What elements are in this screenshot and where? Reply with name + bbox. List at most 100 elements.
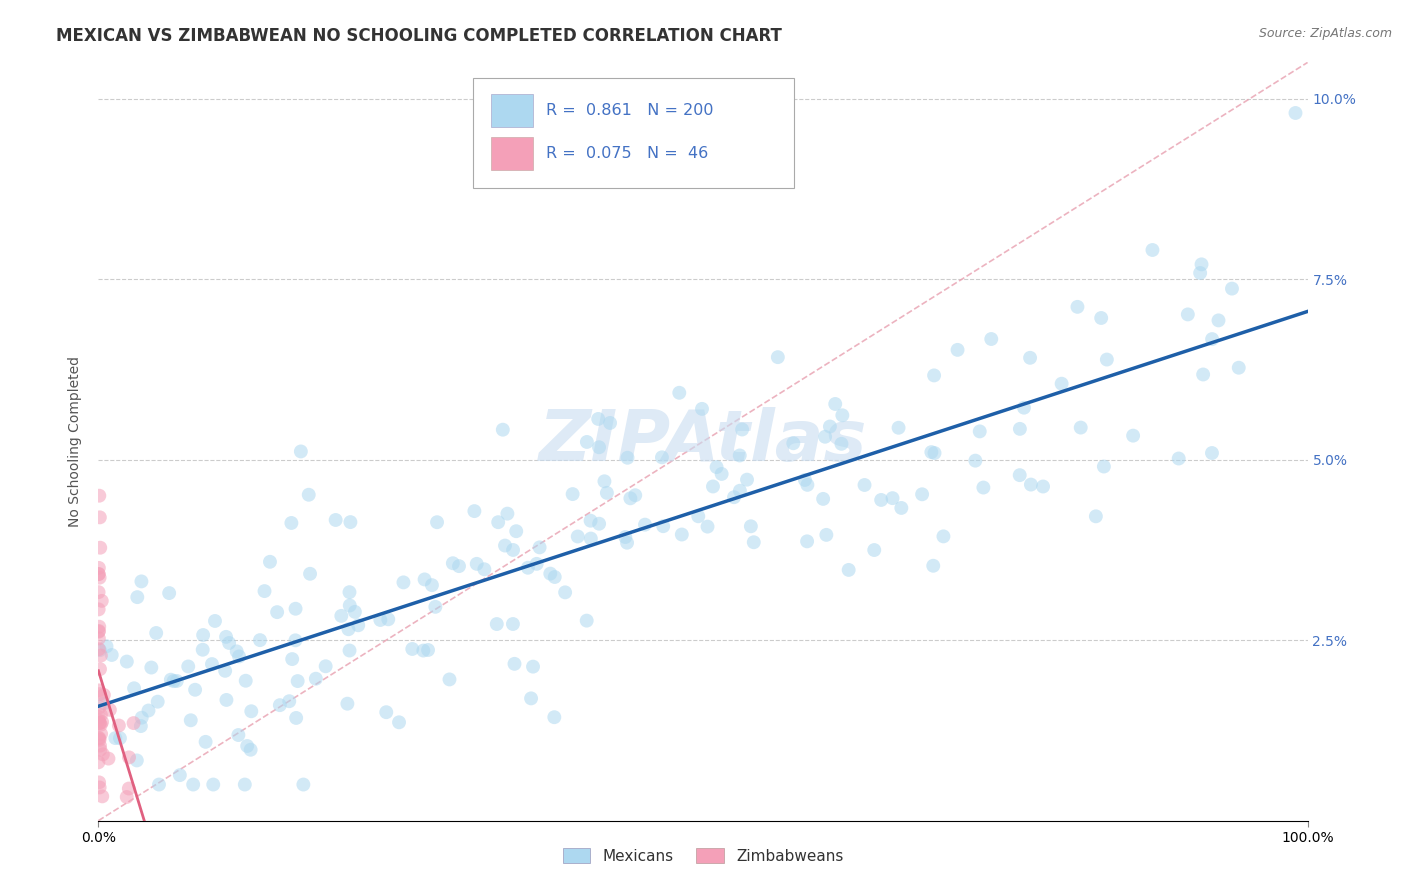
Point xyxy=(93,696,115,710)
Point xyxy=(269,698,291,713)
Point xyxy=(1201,446,1223,460)
Point xyxy=(502,543,524,558)
Point xyxy=(325,513,347,527)
Point xyxy=(554,585,576,599)
Point xyxy=(89,739,111,753)
Point xyxy=(87,624,110,639)
Point xyxy=(191,642,214,657)
Point xyxy=(194,735,217,749)
Point xyxy=(1066,300,1088,314)
Point xyxy=(91,789,114,804)
Point xyxy=(89,541,111,555)
Point xyxy=(87,624,110,638)
Point xyxy=(89,643,111,657)
Point xyxy=(1090,310,1112,325)
Point xyxy=(920,445,942,459)
Point xyxy=(596,486,619,500)
Point xyxy=(87,756,110,770)
Point xyxy=(412,643,434,657)
Point xyxy=(1227,360,1250,375)
Point xyxy=(465,557,488,571)
Point xyxy=(388,715,411,730)
Point xyxy=(100,648,122,662)
Point xyxy=(370,613,392,627)
Point xyxy=(1189,266,1212,280)
Text: Source: ZipAtlas.com: Source: ZipAtlas.com xyxy=(1258,27,1392,40)
Point xyxy=(299,566,322,581)
Point xyxy=(579,532,602,546)
Point xyxy=(266,605,288,619)
Y-axis label: No Schooling Completed: No Schooling Completed xyxy=(69,356,83,527)
Point xyxy=(89,743,111,757)
Point xyxy=(298,488,321,502)
Point xyxy=(90,594,112,608)
Point xyxy=(728,449,751,463)
Point xyxy=(1032,479,1054,493)
Point xyxy=(87,731,110,745)
Point xyxy=(492,423,515,437)
Point xyxy=(89,700,111,714)
Point xyxy=(91,714,114,729)
Point xyxy=(157,586,180,600)
Point xyxy=(702,479,724,493)
Point xyxy=(118,781,141,796)
Point xyxy=(505,524,527,539)
Point xyxy=(1008,468,1031,483)
Point xyxy=(614,530,637,544)
Point xyxy=(89,662,111,676)
Point xyxy=(392,575,415,590)
Point xyxy=(180,713,202,727)
Point xyxy=(315,659,337,673)
Point xyxy=(281,652,304,666)
Point xyxy=(1167,451,1189,466)
Point xyxy=(330,608,353,623)
Point xyxy=(93,688,115,702)
Point xyxy=(516,560,538,574)
Point xyxy=(1220,282,1243,296)
Point xyxy=(215,630,238,644)
Point xyxy=(287,674,309,689)
Point xyxy=(125,753,148,767)
Point xyxy=(830,437,852,451)
Point xyxy=(284,633,307,648)
Point xyxy=(218,636,240,650)
Text: R =  0.075   N =  46: R = 0.075 N = 46 xyxy=(546,146,709,161)
Point xyxy=(87,714,110,728)
Point xyxy=(104,731,127,745)
Point xyxy=(838,563,860,577)
Point xyxy=(688,509,710,524)
Point xyxy=(529,541,551,555)
Point xyxy=(131,574,153,589)
Point xyxy=(169,768,191,782)
Point xyxy=(634,517,657,532)
Point xyxy=(824,397,846,411)
Point xyxy=(292,778,315,792)
Point xyxy=(416,643,439,657)
Point xyxy=(1284,106,1306,120)
Point xyxy=(108,731,131,746)
Point xyxy=(148,778,170,792)
Point xyxy=(90,727,112,741)
Point xyxy=(305,672,328,686)
Point xyxy=(818,419,841,434)
Point xyxy=(1092,459,1115,474)
Point xyxy=(89,716,111,731)
Point xyxy=(89,510,111,524)
Point xyxy=(1019,351,1042,365)
Point xyxy=(278,694,301,708)
Point xyxy=(586,412,609,426)
Point xyxy=(588,516,610,531)
Point xyxy=(969,425,991,439)
Point xyxy=(1008,422,1031,436)
Point xyxy=(127,590,149,604)
Point xyxy=(98,703,121,717)
Point xyxy=(146,695,169,709)
Point xyxy=(740,519,762,533)
Point xyxy=(166,673,188,688)
Point xyxy=(870,492,893,507)
Point xyxy=(794,473,817,487)
Point xyxy=(336,697,359,711)
Point xyxy=(706,460,728,475)
Point xyxy=(191,628,214,642)
Point xyxy=(239,743,262,757)
